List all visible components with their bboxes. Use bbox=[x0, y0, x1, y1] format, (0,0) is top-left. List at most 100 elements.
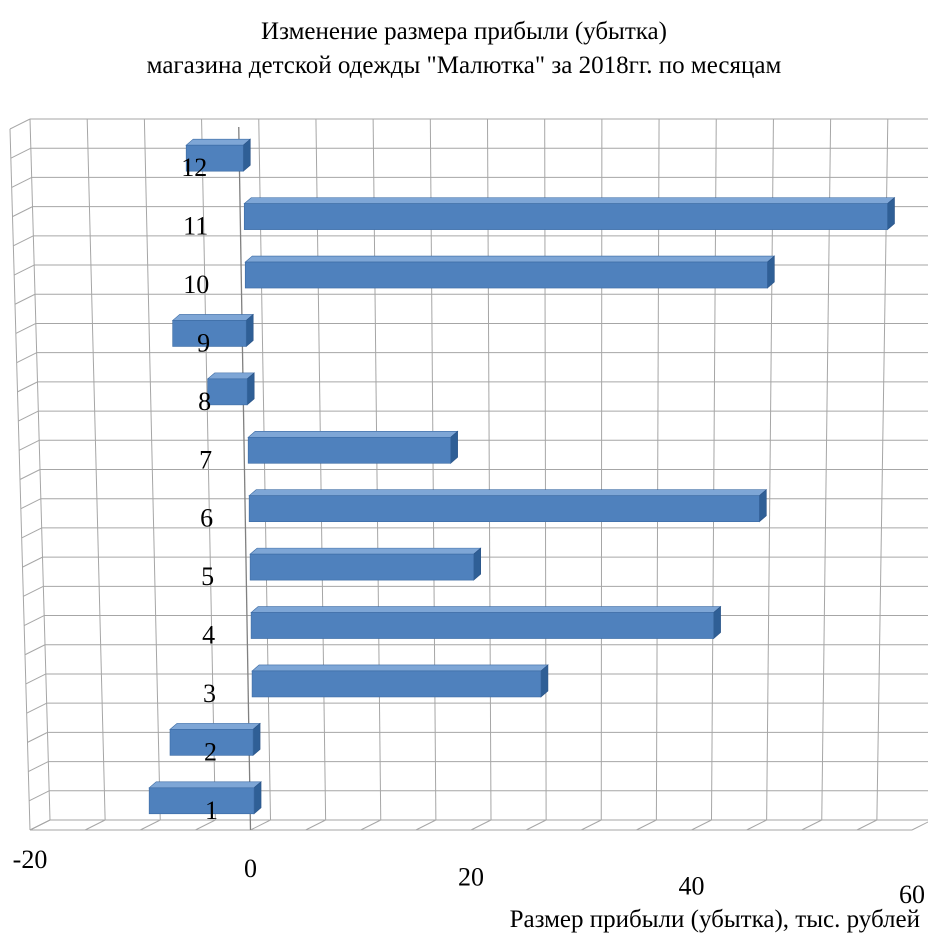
side-wall-gridline bbox=[24, 644, 46, 656]
floor-gridline bbox=[305, 819, 326, 831]
floor-gridline bbox=[140, 819, 161, 831]
category-label: 7 bbox=[199, 445, 212, 474]
bar-side-face bbox=[252, 722, 261, 757]
bar-month-12 bbox=[185, 138, 252, 172]
bar-month-5 bbox=[249, 547, 482, 581]
category-label: 6 bbox=[200, 504, 213, 533]
floor-gridline bbox=[911, 821, 928, 831]
bar-side-face bbox=[473, 547, 481, 581]
category-label: 1 bbox=[205, 796, 218, 825]
category-label: 3 bbox=[203, 679, 216, 708]
bar-front-face bbox=[148, 787, 255, 815]
floor-gridline bbox=[470, 819, 492, 831]
category-label: 2 bbox=[204, 737, 217, 766]
category-label: 12 bbox=[181, 153, 207, 182]
x-tick-labels: -20 0 20 40 60 bbox=[13, 845, 925, 909]
bar-front-face bbox=[243, 203, 888, 230]
bar-top-face bbox=[243, 197, 896, 204]
bar-side-face bbox=[246, 372, 255, 406]
bar-top-face bbox=[248, 489, 768, 497]
bar-front-face bbox=[248, 495, 760, 523]
x-tick-label: 60 bbox=[899, 880, 925, 909]
bar-front-face bbox=[244, 261, 768, 289]
side-wall-gridline bbox=[16, 352, 37, 364]
side-wall-gridline bbox=[21, 527, 42, 539]
bar-month-6 bbox=[248, 489, 768, 523]
bar-front-face bbox=[185, 144, 244, 172]
floor-gridline bbox=[525, 819, 547, 831]
bars bbox=[148, 138, 896, 815]
bar-month-3 bbox=[251, 664, 549, 698]
side-wall-gridline bbox=[27, 731, 48, 743]
bar-front-face bbox=[250, 612, 714, 639]
bar-month-2 bbox=[169, 722, 261, 757]
side-wall-gridline bbox=[13, 264, 35, 276]
bar-side-face bbox=[759, 489, 767, 523]
floor-gridline bbox=[801, 819, 822, 831]
side-wall-gridline bbox=[13, 235, 34, 247]
side-wall-gridline bbox=[17, 381, 38, 393]
chart-subtitle: магазина детской одежды "Малютка" за 201… bbox=[146, 52, 782, 79]
x-tick-label: 40 bbox=[679, 871, 705, 900]
side-wall-gridline bbox=[28, 761, 49, 773]
bar-top-face bbox=[169, 723, 261, 730]
floor-gridline bbox=[29, 819, 51, 831]
bar-front-face bbox=[249, 553, 474, 581]
bar-side-face bbox=[245, 313, 254, 348]
side-wall-gridline bbox=[14, 293, 36, 305]
side-wall-gridline bbox=[26, 702, 47, 714]
bar-top-face bbox=[251, 664, 549, 672]
side-wall-gridline bbox=[19, 469, 41, 480]
left-wall-edge bbox=[9, 128, 31, 831]
side-wall-gridline bbox=[25, 673, 47, 685]
floor-gridline bbox=[856, 819, 878, 831]
side-wall-gridline bbox=[11, 176, 32, 188]
side-wall-gridline bbox=[23, 585, 44, 597]
bar-side-face bbox=[540, 664, 549, 698]
x-tick-label: 20 bbox=[458, 863, 484, 892]
side-wall-gridline bbox=[28, 790, 50, 802]
side-wall-gridline bbox=[12, 206, 33, 218]
x-axis-label: Размер прибыли (убытка), тыс. рублей bbox=[509, 906, 920, 933]
floor-gridline bbox=[691, 819, 712, 831]
floor-gridline bbox=[84, 819, 106, 831]
bar-side-face bbox=[767, 255, 775, 289]
floor-gridline bbox=[360, 819, 381, 831]
side-wall-gridline bbox=[18, 439, 40, 451]
floor-gridline bbox=[415, 819, 437, 831]
category-label: 5 bbox=[201, 562, 214, 591]
bar-month-1 bbox=[148, 781, 262, 815]
floor-gridline bbox=[746, 819, 767, 831]
bar-month-7 bbox=[247, 430, 459, 464]
bar-month-10 bbox=[244, 255, 776, 289]
x-tick-label: 0 bbox=[244, 854, 257, 883]
bar-front-face bbox=[169, 729, 254, 756]
floor-gridline bbox=[250, 819, 271, 831]
category-label: 4 bbox=[202, 621, 215, 650]
zero-axis-line bbox=[238, 126, 252, 831]
floor-gridline bbox=[195, 819, 216, 831]
bar-top-face bbox=[249, 547, 482, 555]
bar-side-face bbox=[450, 430, 458, 464]
bar-side-face bbox=[242, 138, 251, 172]
bar-front-face bbox=[251, 670, 542, 698]
bar-top-face bbox=[171, 314, 255, 321]
side-wall-gridline bbox=[9, 118, 31, 130]
bar-front-face bbox=[207, 378, 248, 406]
bar-month-11 bbox=[243, 196, 896, 231]
category-label: 10 bbox=[183, 270, 209, 299]
bar-month-8 bbox=[206, 372, 256, 406]
bar-month-4 bbox=[250, 605, 722, 640]
floor-gridline bbox=[581, 819, 602, 831]
bar-top-face bbox=[244, 255, 776, 263]
bar-side-face bbox=[887, 196, 895, 231]
bar-front-face bbox=[172, 320, 247, 347]
chart-title: Изменение размера прибыли (убытка) bbox=[261, 18, 667, 45]
bar-side-face bbox=[713, 605, 721, 640]
bar-top-face bbox=[247, 430, 459, 438]
category-label: 9 bbox=[197, 328, 210, 357]
x-tick-label: -20 bbox=[13, 845, 48, 874]
